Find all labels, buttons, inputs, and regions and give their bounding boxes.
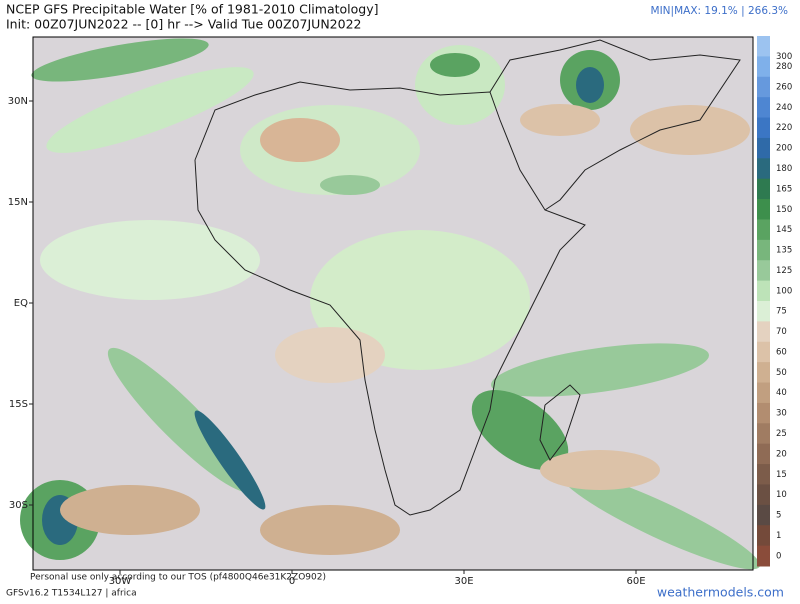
colorbar-swatch: [757, 199, 770, 220]
colorbar-swatch: [757, 443, 770, 465]
tos-note: Personal use only according to our TOS (…: [30, 573, 326, 583]
colorbar-swatch: [757, 56, 770, 78]
colorbar-label: 145: [776, 225, 792, 235]
colorbar-swatch: [757, 219, 770, 241]
colorbar-swatch: [757, 117, 770, 139]
colorbar-label: 75: [776, 307, 787, 317]
lon-label: 30E: [454, 576, 473, 587]
colorbar-swatch: [757, 525, 770, 547]
colorbar-swatch: [757, 36, 770, 57]
colorbar-label: 5: [776, 511, 781, 521]
title: NCEP GFS Precipitable Water [% of 1981-2…: [6, 2, 378, 17]
colorbar-swatch: [757, 158, 770, 180]
colorbar-swatch: [757, 178, 770, 200]
colorbar-label: 1: [776, 531, 781, 541]
site-link[interactable]: weathermodels.com: [657, 585, 784, 600]
colorbar-swatch: [757, 137, 770, 159]
lat-label: 30N: [8, 96, 28, 107]
lon-labels: 30W 0 30E 60E: [109, 570, 646, 587]
model-info: GFSv16.2 T1534L127 | africa: [6, 589, 137, 599]
colorbar-label: 50: [776, 368, 787, 378]
colorbar-swatch: [757, 301, 770, 322]
colorbar-swatch: [757, 362, 770, 384]
colorbar-label: 240: [776, 103, 792, 113]
colorbar-swatch: [757, 76, 770, 98]
colorbar-label: 10: [776, 490, 787, 500]
lat-label: 30S: [9, 500, 28, 511]
colorbar-swatch: [757, 464, 770, 485]
colorbar-label: 60: [776, 347, 787, 357]
lat-labels: 30N 15N EQ 15S 30S: [8, 96, 33, 511]
colorbar-swatch: [757, 423, 770, 445]
colorbar-label: 0: [776, 551, 781, 561]
colorbar-swatch: [757, 260, 770, 282]
colorbar-label: 125: [776, 266, 792, 276]
colorbar-swatch: [757, 545, 770, 567]
colorbar-swatch: [757, 382, 770, 404]
colorbar-label: 260: [776, 82, 792, 92]
colorbar-label: 40: [776, 388, 787, 398]
lat-label: EQ: [14, 298, 28, 309]
colorbar-label: 150: [776, 205, 792, 215]
colorbar-label: 135: [776, 246, 792, 256]
colorbar-swatch: [757, 402, 770, 424]
colorbar-swatch: [757, 97, 770, 119]
colorbar-label: 30: [776, 409, 787, 419]
colorbar-label: 100: [776, 286, 792, 296]
map-area: [20, 37, 760, 570]
colorbar-label: 280: [776, 62, 792, 72]
colorbar-swatch: [757, 321, 770, 343]
colorbar-label: 200: [776, 144, 792, 154]
colorbar-label: 180: [776, 164, 792, 174]
lon-label: 0: [289, 576, 295, 587]
lat-label: 15N: [8, 197, 28, 208]
colorbar-label: 70: [776, 327, 787, 337]
colorbar-swatch: [757, 280, 770, 302]
lon-label: 60E: [626, 576, 645, 587]
subtitle: Init: 00Z07JUN2022 -- [0] hr --> Valid T…: [6, 17, 361, 32]
lon-label: 30W: [109, 576, 132, 587]
colorbar-label: 165: [776, 184, 792, 194]
colorbar-label: 15: [776, 470, 787, 480]
colorbar-label: 300: [776, 52, 792, 62]
colorbar-label: 20: [776, 449, 787, 459]
colorbar-swatch: [757, 504, 770, 526]
lat-label: 15S: [9, 399, 28, 410]
colorbar: 3002802602402202001801651501451351251007…: [757, 36, 792, 567]
colorbar-label: 220: [776, 123, 792, 133]
colorbar-swatch: [757, 484, 770, 506]
colorbar-swatch: [757, 341, 770, 363]
colorbar-label: 25: [776, 429, 787, 439]
colorbar-swatch: [757, 239, 770, 261]
min-max: MIN|MAX: 19.1% | 266.3%: [651, 5, 788, 17]
